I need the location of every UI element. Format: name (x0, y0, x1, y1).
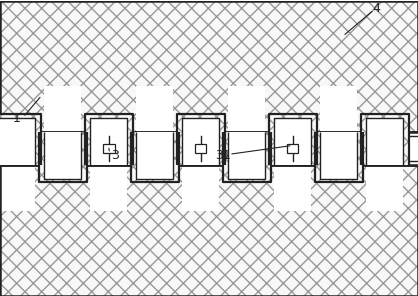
Bar (315, 132, 320, 182)
Bar (44, 86, 81, 132)
Bar (268, 115, 274, 165)
Bar (0, 165, 418, 296)
Bar (268, 115, 317, 118)
Bar (35, 115, 41, 165)
Bar (195, 144, 206, 152)
Bar (176, 115, 225, 118)
Bar (403, 115, 409, 165)
Bar (44, 132, 81, 182)
Text: 4: 4 (372, 2, 380, 15)
Bar (222, 178, 271, 182)
Bar (274, 165, 311, 211)
Bar (219, 115, 225, 165)
Bar (182, 115, 219, 165)
Text: 3: 3 (111, 149, 119, 162)
Bar (127, 115, 133, 165)
Bar (274, 115, 311, 165)
Bar (366, 165, 403, 211)
Bar (103, 144, 115, 152)
Bar (84, 115, 133, 118)
Bar (182, 165, 219, 211)
Bar (38, 178, 87, 182)
Bar (366, 115, 403, 165)
Bar (0, 1, 418, 132)
Bar (265, 132, 271, 182)
Bar (90, 115, 127, 165)
Bar (228, 86, 265, 132)
Bar (0, 115, 41, 118)
Bar (360, 115, 409, 118)
Bar (81, 132, 87, 182)
Bar (222, 132, 228, 182)
Bar (0, 132, 418, 165)
Bar (130, 132, 136, 182)
Bar (0, 1, 418, 132)
Bar (130, 178, 179, 182)
Bar (90, 165, 127, 211)
Bar (0, 165, 35, 211)
Bar (176, 115, 182, 165)
Bar (228, 132, 265, 182)
Bar (136, 132, 173, 182)
Bar (357, 132, 363, 182)
Bar (315, 178, 362, 182)
Bar (0, 1, 418, 132)
Bar (84, 115, 90, 165)
Bar (0, 165, 418, 296)
Bar (38, 132, 44, 182)
Bar (287, 144, 298, 152)
Bar (311, 115, 317, 165)
Bar (320, 132, 357, 182)
Bar (0, 115, 35, 165)
Bar (0, 165, 418, 296)
Bar (360, 115, 366, 165)
Text: 31: 31 (215, 149, 231, 162)
Bar (320, 86, 357, 132)
Text: 1: 1 (13, 112, 20, 126)
Bar (173, 132, 179, 182)
Bar (136, 86, 173, 132)
